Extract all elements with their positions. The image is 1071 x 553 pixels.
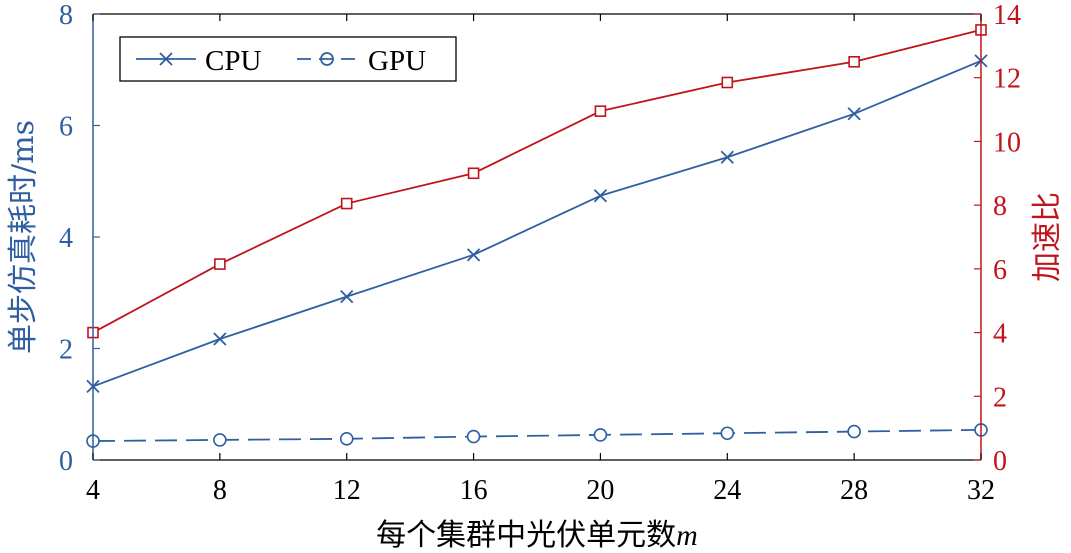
right-y-tick-label: 4: [993, 319, 1007, 350]
x-axis-title-text: 每个集群中光伏单元数: [376, 518, 676, 553]
cpu-point-marker: [466, 248, 481, 262]
speedup-point-marker: [214, 258, 226, 270]
gpu-point-marker: [720, 426, 735, 441]
series-layer: [86, 24, 988, 448]
x-tick-label: 8: [213, 475, 227, 506]
right-y-tick-label: 14: [993, 0, 1021, 31]
legend: CPU GPU: [119, 36, 457, 82]
legend-gpu-label: GPU: [368, 45, 426, 77]
gpu-series-line: [92, 428, 982, 442]
cpu-point-marker: [340, 290, 354, 304]
speedup-point-marker: [848, 55, 860, 68]
speedup-point-marker: [467, 167, 480, 180]
left-y-tick-label: 8: [59, 0, 73, 31]
x-axis-title-variable: m: [676, 519, 698, 552]
x-tick-label: 20: [586, 475, 614, 506]
right-y-tick-label: 6: [993, 255, 1007, 286]
speedup-point-marker: [594, 105, 607, 117]
gpu-point-marker: [847, 424, 861, 439]
left-axis-title: 单步仿真耗时/ms: [6, 120, 41, 354]
gpu-point-marker: [213, 433, 227, 447]
left-y-tick-label: 2: [59, 335, 73, 366]
right-axis-title: 加速比: [1030, 192, 1065, 282]
speedup-series-line: [92, 29, 982, 334]
right-y-tick-label: 10: [993, 127, 1021, 158]
x-tick-label: 4: [86, 475, 100, 506]
gpu-point-marker: [593, 428, 608, 442]
left-y-tick-label: 4: [59, 223, 73, 254]
legend-gpu-marker: [320, 52, 334, 66]
x-tick-label: 28: [840, 475, 868, 506]
right-y-tick-label: 12: [993, 64, 1021, 95]
right-y-tick-label: 8: [993, 191, 1007, 222]
left-y-tick-label: 6: [59, 112, 73, 143]
cpu-point-marker: [720, 150, 734, 164]
gpu-point-marker: [339, 432, 354, 446]
x-tick-label: 12: [333, 475, 361, 506]
right-y-tick-label: 2: [993, 382, 1007, 413]
speedup-point-marker: [340, 197, 353, 210]
speedup-point-marker: [721, 76, 734, 89]
cpu-series-line: [92, 59, 982, 388]
cpu-point-marker: [847, 107, 861, 121]
legend-cpu-marker: [159, 52, 173, 66]
x-tick-label: 16: [460, 475, 488, 506]
x-tick-label: 32: [967, 475, 995, 506]
right-y-tick-label: 0: [993, 446, 1007, 477]
cpu-point-marker: [593, 189, 608, 203]
x-tick-label: 24: [713, 475, 741, 506]
cpu-point-marker: [213, 332, 227, 346]
x-axis-title: 每个集群中光伏单元数m: [376, 518, 698, 553]
gpu-point-marker: [466, 429, 481, 444]
legend-cpu-label: CPU: [205, 45, 261, 77]
left-y-tick-label: 0: [59, 446, 73, 477]
